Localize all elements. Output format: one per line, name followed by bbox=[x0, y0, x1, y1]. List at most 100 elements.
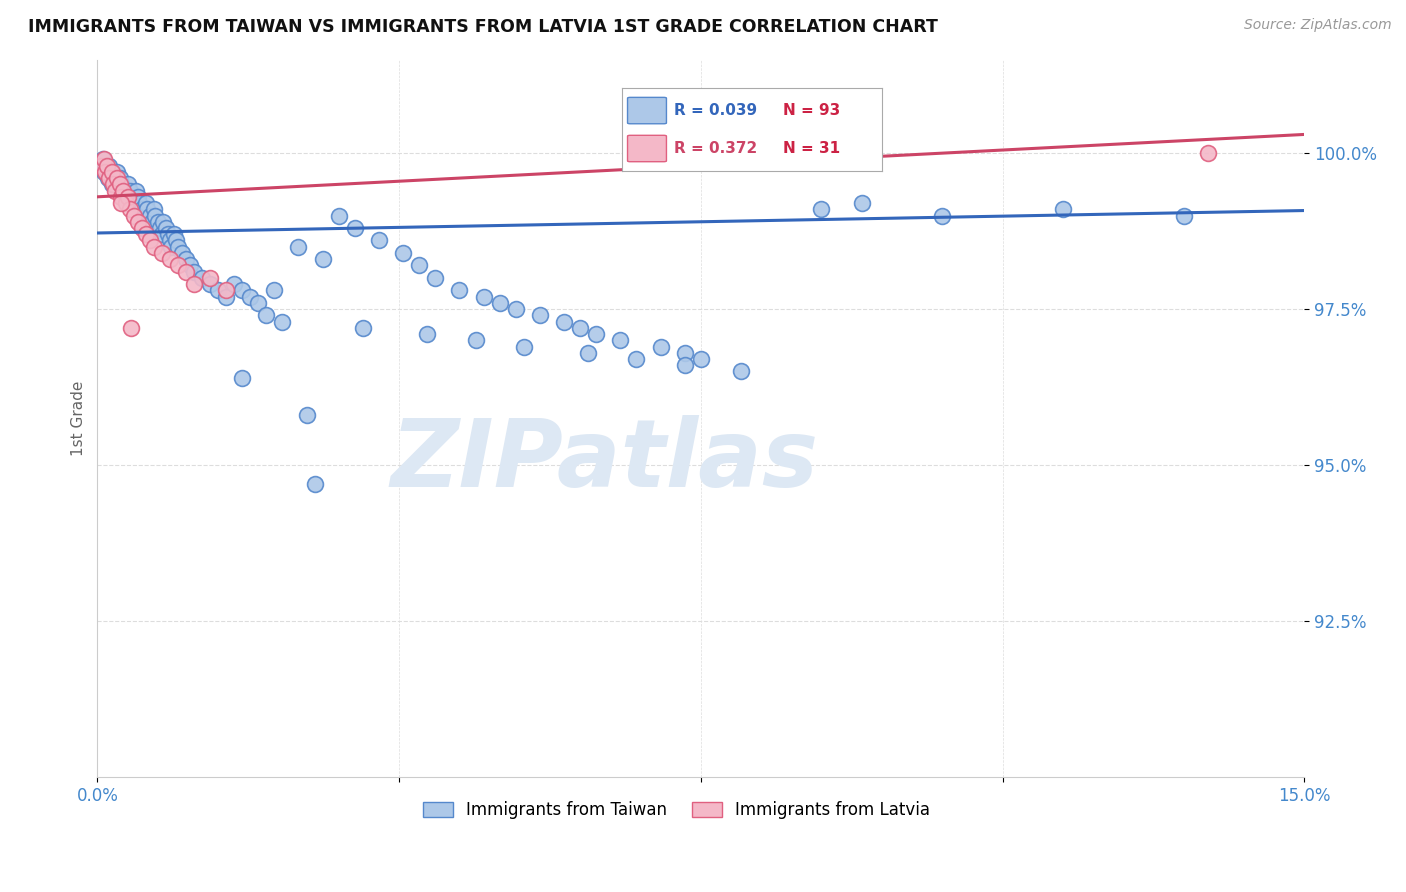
Legend: Immigrants from Taiwan, Immigrants from Latvia: Immigrants from Taiwan, Immigrants from … bbox=[416, 795, 938, 826]
Point bbox=[650, 339, 672, 353]
Point bbox=[215, 290, 238, 304]
Point bbox=[136, 202, 159, 217]
Point bbox=[110, 178, 132, 192]
Point bbox=[104, 184, 127, 198]
Point bbox=[146, 215, 169, 229]
Point bbox=[207, 284, 229, 298]
Point bbox=[96, 159, 118, 173]
Point bbox=[416, 326, 439, 341]
Point bbox=[110, 196, 132, 211]
Point bbox=[131, 221, 153, 235]
Point bbox=[576, 345, 599, 359]
Point bbox=[159, 234, 181, 248]
Point bbox=[143, 209, 166, 223]
Point bbox=[112, 184, 135, 198]
Point bbox=[553, 314, 575, 328]
Point bbox=[165, 234, 187, 248]
Point bbox=[107, 165, 129, 179]
Point bbox=[122, 209, 145, 223]
Point bbox=[150, 246, 173, 260]
Point bbox=[689, 351, 711, 366]
Point bbox=[96, 165, 118, 179]
Point bbox=[149, 221, 172, 235]
Point bbox=[138, 209, 160, 223]
Point bbox=[408, 259, 430, 273]
Point bbox=[108, 171, 131, 186]
Point bbox=[101, 165, 124, 179]
Point bbox=[1197, 146, 1219, 161]
Point bbox=[108, 178, 131, 192]
Point bbox=[138, 234, 160, 248]
Point bbox=[131, 202, 153, 217]
Point bbox=[585, 326, 607, 341]
Point bbox=[132, 209, 155, 223]
Point bbox=[160, 240, 183, 254]
Point bbox=[287, 240, 309, 254]
Point bbox=[93, 165, 115, 179]
Point bbox=[98, 159, 121, 173]
Point bbox=[425, 271, 447, 285]
Point bbox=[1052, 202, 1074, 217]
Point bbox=[120, 320, 142, 334]
Point bbox=[90, 159, 112, 173]
Point bbox=[179, 259, 201, 273]
Point bbox=[673, 358, 696, 372]
Point bbox=[166, 259, 188, 273]
Point bbox=[94, 159, 117, 173]
Point bbox=[114, 196, 136, 211]
Point bbox=[110, 190, 132, 204]
Point bbox=[101, 178, 124, 192]
Point bbox=[224, 277, 246, 292]
Point bbox=[513, 339, 536, 353]
Point bbox=[472, 290, 495, 304]
Y-axis label: 1st Grade: 1st Grade bbox=[72, 381, 86, 456]
Point bbox=[120, 190, 142, 204]
Point bbox=[304, 476, 326, 491]
Point bbox=[90, 159, 112, 173]
Point bbox=[505, 302, 527, 317]
Point bbox=[231, 370, 253, 384]
Point bbox=[295, 408, 318, 422]
Point bbox=[198, 277, 221, 292]
Point bbox=[263, 284, 285, 298]
Point bbox=[254, 308, 277, 322]
Point bbox=[97, 171, 120, 186]
Point bbox=[231, 284, 253, 298]
Point bbox=[159, 252, 181, 267]
Point bbox=[107, 171, 129, 186]
Point bbox=[166, 240, 188, 254]
Point bbox=[91, 153, 114, 167]
Point bbox=[135, 196, 157, 211]
Point bbox=[122, 196, 145, 211]
Point bbox=[931, 209, 953, 223]
Point bbox=[155, 221, 177, 235]
Point bbox=[609, 333, 631, 347]
Point bbox=[198, 271, 221, 285]
Point bbox=[142, 202, 165, 217]
Point bbox=[368, 234, 391, 248]
Text: ZIPatlas: ZIPatlas bbox=[391, 416, 818, 508]
Point bbox=[328, 209, 350, 223]
Point bbox=[626, 351, 648, 366]
Point bbox=[98, 171, 121, 186]
Point bbox=[183, 277, 205, 292]
Point bbox=[170, 246, 193, 260]
Point bbox=[117, 178, 139, 192]
Point bbox=[141, 215, 163, 229]
Point bbox=[191, 271, 214, 285]
Point bbox=[851, 196, 873, 211]
Point bbox=[152, 215, 174, 229]
Point bbox=[449, 284, 471, 298]
Point bbox=[174, 265, 197, 279]
Point bbox=[247, 296, 270, 310]
Point bbox=[93, 153, 115, 167]
Point bbox=[100, 165, 122, 179]
Text: Source: ZipAtlas.com: Source: ZipAtlas.com bbox=[1244, 18, 1392, 32]
Point bbox=[174, 252, 197, 267]
Point bbox=[127, 190, 149, 204]
Text: IMMIGRANTS FROM TAIWAN VS IMMIGRANTS FROM LATVIA 1ST GRADE CORRELATION CHART: IMMIGRANTS FROM TAIWAN VS IMMIGRANTS FRO… bbox=[28, 18, 938, 36]
Point bbox=[125, 184, 148, 198]
Point bbox=[730, 364, 752, 378]
Point bbox=[352, 320, 374, 334]
Point bbox=[142, 240, 165, 254]
